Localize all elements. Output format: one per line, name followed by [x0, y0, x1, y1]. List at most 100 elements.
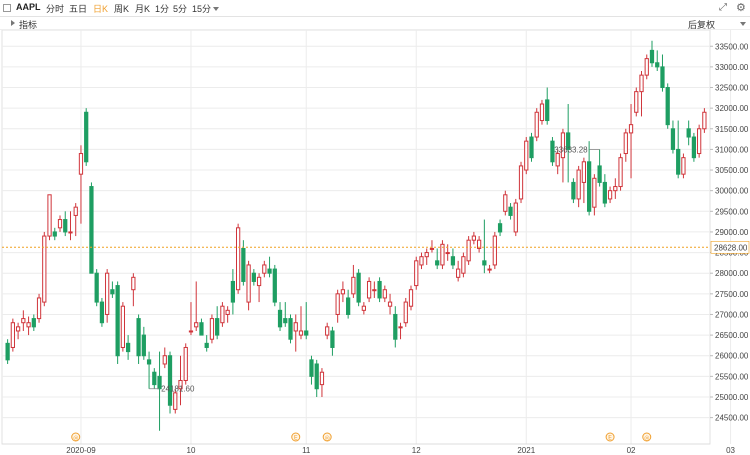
candle-body — [492, 235, 497, 266]
candle-body — [10, 322, 15, 348]
candle-body — [241, 247, 246, 282]
candle-body — [513, 202, 518, 233]
candle-body — [330, 330, 335, 348]
x-tick-label: 11 — [302, 446, 311, 455]
candle-body — [702, 111, 707, 130]
tab-daily-k[interactable]: 日K — [93, 4, 109, 14]
event-marker-glyph: ◎ — [325, 435, 330, 442]
candle-body — [314, 363, 319, 390]
candle-body — [220, 305, 225, 324]
candle-body — [47, 194, 52, 237]
chart-toolbar: AAPL 分时 五日 日K 周K 月K 1分 5分 15分 ⤢ ⚙ — [0, 0, 750, 17]
candle-body — [429, 247, 435, 250]
candle-body — [204, 342, 209, 348]
candle-body — [194, 322, 199, 328]
candle-body — [73, 206, 78, 216]
event-marker-icon — [642, 432, 652, 442]
candle-body — [419, 256, 424, 266]
candle-body — [361, 305, 366, 311]
candlestick-chart: 24500.00 25000.00 25500.00 26000.00 26500.00… — [1, 30, 750, 455]
indicator-bar: 指标 后复权 — [0, 17, 750, 30]
adjust-label[interactable]: 后复权 — [688, 20, 716, 30]
gear-icon[interactable]: ⚙ — [736, 2, 746, 14]
candle-body — [503, 194, 508, 212]
candle-body — [136, 318, 141, 357]
current-price-tag — [710, 240, 750, 254]
candle-body — [403, 301, 408, 324]
candle-body — [377, 280, 382, 299]
candle-body — [325, 326, 330, 336]
tab-5-min[interactable]: 5分 — [173, 4, 188, 14]
candle-body — [141, 334, 146, 357]
candle-body — [298, 330, 304, 336]
chevron-down-icon[interactable] — [740, 22, 746, 26]
candle-body — [131, 276, 136, 291]
expand-icon[interactable] — [3, 4, 11, 12]
tab-five-day[interactable]: 五日 — [69, 4, 88, 14]
candle-body — [63, 219, 68, 233]
candle-body — [15, 326, 21, 332]
candle-body — [178, 379, 183, 390]
y-tick-label: 26000.00 — [715, 352, 749, 361]
candles — [5, 40, 707, 431]
candle-body — [26, 322, 31, 328]
candle-body — [555, 153, 560, 167]
tab-monthly-k[interactable]: 月K — [135, 4, 151, 14]
candle-body — [508, 206, 513, 216]
current-price-label: 28628.00 — [714, 243, 748, 252]
candle-body — [623, 132, 628, 155]
candle-body — [560, 132, 566, 159]
candle-body — [576, 169, 581, 200]
tab-1-min[interactable]: 1分 — [155, 4, 170, 14]
event-marker-icon — [291, 432, 301, 442]
x-tick-label: 2020-09 — [66, 446, 96, 455]
candle-body — [335, 293, 340, 315]
candle-body — [581, 161, 587, 183]
candle-body — [435, 260, 440, 266]
candle-body — [649, 49, 655, 64]
tab-15-min[interactable]: 15分 — [192, 4, 212, 14]
tab-intraday[interactable]: 分时 — [46, 4, 65, 14]
candle-body — [89, 186, 94, 274]
candle-body — [78, 153, 84, 175]
candle-body — [686, 128, 691, 138]
candle-body — [634, 91, 639, 113]
indicator-label[interactable]: 指标 — [19, 20, 38, 30]
event-marker-glyph: E — [294, 435, 298, 442]
candle-body — [125, 342, 131, 353]
candle-body — [42, 235, 47, 303]
min-price-label: 24181.60 — [161, 385, 195, 394]
candle-body — [372, 289, 377, 292]
tab-weekly-k[interactable]: 周K — [114, 4, 130, 14]
candle-body — [356, 272, 361, 303]
candle-body — [691, 136, 697, 159]
expand-icon[interactable]: ⤢ — [719, 2, 727, 13]
candle-body — [120, 305, 125, 348]
candle-body — [319, 371, 325, 386]
candle-body — [550, 140, 555, 163]
caret-right-icon — [11, 20, 15, 26]
x-tick-label: 10 — [187, 446, 196, 455]
candle-body — [256, 276, 262, 287]
candle-body — [471, 235, 476, 241]
chevron-down-icon[interactable] — [213, 7, 219, 11]
candle-body — [183, 346, 188, 381]
candle-body — [456, 268, 461, 278]
y-tick-label: 24500.00 — [715, 414, 749, 423]
x-axis: 2020-09 10 11 12 2021 02 03 — [2, 443, 736, 455]
candle-body — [36, 297, 42, 320]
candle-body — [545, 99, 550, 122]
x-tick-label: 02 — [627, 446, 636, 455]
candle-body — [529, 136, 534, 159]
candle-body — [697, 128, 702, 155]
candle-body — [414, 260, 419, 287]
candle-body — [655, 62, 660, 68]
x-tick-label: 12 — [412, 446, 421, 455]
y-tick-label: 31500.00 — [715, 125, 749, 134]
candle-body — [251, 272, 256, 282]
y-axis: 24500.00 25000.00 25500.00 26000.00 26500.00… — [710, 42, 749, 423]
candle-body — [267, 268, 272, 274]
candle-body — [618, 157, 623, 188]
chart-overlay: 28628.00 33633.28 24181.60 ◎ E ◎ E ◎ — [2, 145, 750, 442]
y-tick-label: 27000.00 — [715, 310, 749, 319]
